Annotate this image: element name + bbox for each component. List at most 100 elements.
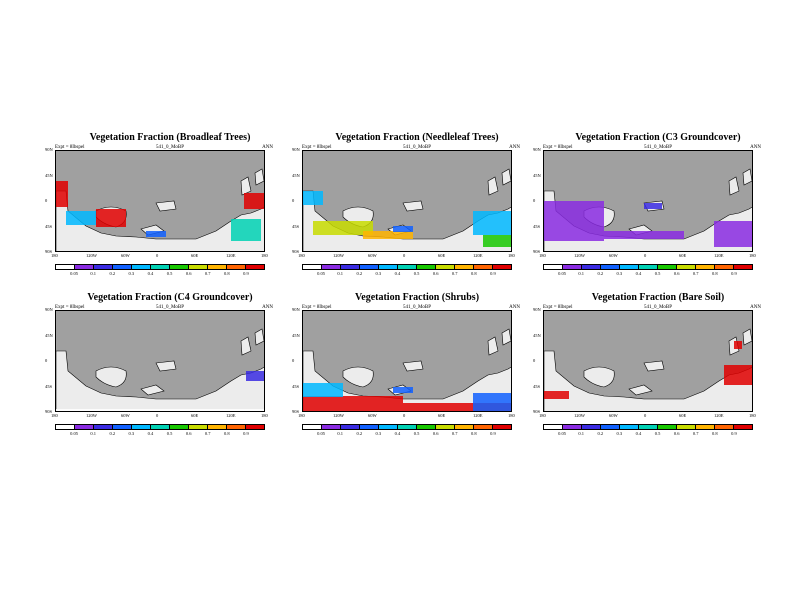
lat-tick-label: 90N (45, 307, 53, 312)
colorbar-swatch (639, 265, 658, 269)
colorbar-tick-label: 0.2 (597, 431, 604, 436)
colorbar-tick-label: 0.1 (90, 271, 96, 276)
lat-tick-label: 90S (45, 249, 53, 254)
lat-tick-label: 45N (45, 332, 53, 338)
colorbar-tick-label: 0.2 (109, 271, 116, 276)
map-plot (302, 150, 512, 252)
lat-tick-label: 0 (292, 198, 295, 203)
lat-tick-label: 45N (292, 332, 300, 338)
panel-run: 541_0_MoBP (155, 145, 185, 150)
colorbar-tick-label: 0.4 (394, 431, 401, 436)
lat-tick-label: 90S (533, 249, 541, 254)
lon-tick-label: 120E (226, 413, 236, 418)
lon-tick-label: 180 (261, 253, 268, 258)
colorbar-tick-label: 0.7 (692, 271, 699, 276)
lon-tick-label: 180 (749, 413, 756, 418)
colorbar-swatch (474, 425, 493, 429)
colorbar-tick-label: 0.5 (654, 271, 661, 276)
colorbar-swatch (398, 265, 417, 269)
colorbar-tick-label: 0.4 (394, 271, 401, 276)
colorbar-tick-label: 0.9 (731, 431, 737, 436)
colorbar-tick-label: 0.5 (413, 431, 420, 436)
colorbar-tick-label: 0.5 (654, 431, 661, 436)
colorbar-tick-label: 0.05 (70, 431, 79, 436)
panel-season: ANN (750, 145, 761, 150)
lon-tick-label: 120E (226, 253, 236, 258)
map-panel: Vegetation Fraction (Shrubs) Expt = 8Ibs… (292, 292, 542, 442)
colorbar-tick-label: 0.3 (616, 271, 623, 276)
colorbar (55, 424, 265, 430)
lon-tick-label: 0 (156, 413, 159, 418)
lat-tick-label: 0 (533, 198, 536, 203)
lon-tick-label: 60W (121, 253, 130, 258)
colorbar-tick-label: 0.8 (224, 431, 230, 436)
colorbar-swatch (677, 425, 696, 429)
lat-tick-label: 0 (533, 358, 536, 363)
panel-title: Vegetation Fraction (Needleleaf Trees) (335, 132, 499, 143)
map-plot (55, 310, 265, 412)
lat-tick-label: 90S (533, 409, 541, 414)
colorbar-swatch (341, 425, 360, 429)
colorbar-tick-label: 0.2 (597, 271, 604, 276)
map-panel: Vegetation Fraction (Needleleaf Trees) E… (292, 132, 542, 282)
lon-tick-label: 60E (191, 253, 199, 258)
colorbar-tick-label: 0.05 (558, 431, 567, 436)
lon-tick-label: 60W (121, 413, 130, 418)
panel-expt: Expt = 8Ibspel (543, 305, 573, 310)
panel-run: 541_0_MoBP (643, 305, 673, 310)
panel-title: Vegetation Fraction (Shrubs) (354, 292, 480, 303)
lon-tick-label: 60W (609, 253, 618, 258)
panel-title: Vegetation Fraction (Broadleaf Trees) (89, 132, 251, 143)
lon-tick-label: 0 (156, 253, 159, 258)
colorbar-tick-label: 0.3 (128, 431, 135, 436)
lat-tick-label: 45S (292, 223, 300, 229)
colorbar-swatch (303, 425, 322, 429)
colorbar-swatch (56, 425, 75, 429)
lon-tick-label: 60W (368, 253, 377, 258)
colorbar-tick-label: 0.05 (317, 271, 326, 276)
colorbar-tick-label: 0.6 (673, 431, 680, 436)
map-panel: Vegetation Fraction (C4 Groundcover) Exp… (45, 292, 295, 442)
colorbar-tick-label: 0.1 (578, 271, 584, 276)
colorbar-swatch (208, 265, 227, 269)
colorbar-swatch (94, 425, 113, 429)
colorbar-tick-label: 0.9 (731, 271, 737, 276)
colorbar-tick-label: 0.2 (356, 271, 363, 276)
panel-run: 541_0_MoBP (643, 145, 673, 150)
colorbar-swatch (601, 425, 620, 429)
colorbar-swatch (455, 425, 474, 429)
colorbar-tick-label: 0.5 (166, 271, 173, 276)
lat-tick-label: 45S (533, 383, 541, 389)
map-plot (543, 310, 753, 412)
lon-tick-label: 120E (473, 253, 483, 258)
colorbar-tick-label: 0.6 (185, 271, 192, 276)
colorbar-tick-label: 0.4 (147, 431, 154, 436)
colorbar-swatch (696, 425, 715, 429)
colorbar (55, 264, 265, 270)
colorbar-tick-label: 0.5 (166, 431, 173, 436)
lon-tick-label: 120W (333, 413, 344, 418)
colorbar-tick-label: 0.8 (471, 271, 477, 276)
colorbar-swatch (563, 425, 582, 429)
colorbar-tick-label: 0.1 (578, 431, 584, 436)
colorbar-swatch (620, 265, 639, 269)
map-plot (55, 150, 265, 252)
panel-season: ANN (262, 145, 273, 150)
lon-tick-label: 60E (679, 413, 687, 418)
colorbar-swatch (620, 425, 639, 429)
colorbar-swatch (493, 425, 511, 429)
colorbar (543, 424, 753, 430)
panel-title: Vegetation Fraction (C3 Groundcover) (575, 132, 741, 143)
colorbar-swatch (582, 425, 601, 429)
colorbar-tick-label: 0.05 (317, 431, 326, 436)
lat-tick-label: 45S (292, 383, 300, 389)
colorbar-tick-label: 0.6 (432, 271, 439, 276)
lat-tick-label: 90N (292, 147, 300, 152)
panel-season: ANN (509, 305, 520, 310)
colorbar-tick-label: 0.1 (337, 271, 343, 276)
colorbar-swatch (677, 265, 696, 269)
lon-tick-label: 180 (298, 253, 305, 258)
colorbar-swatch (151, 265, 170, 269)
lat-tick-label: 45S (45, 223, 53, 229)
lat-tick-label: 90N (533, 307, 541, 312)
